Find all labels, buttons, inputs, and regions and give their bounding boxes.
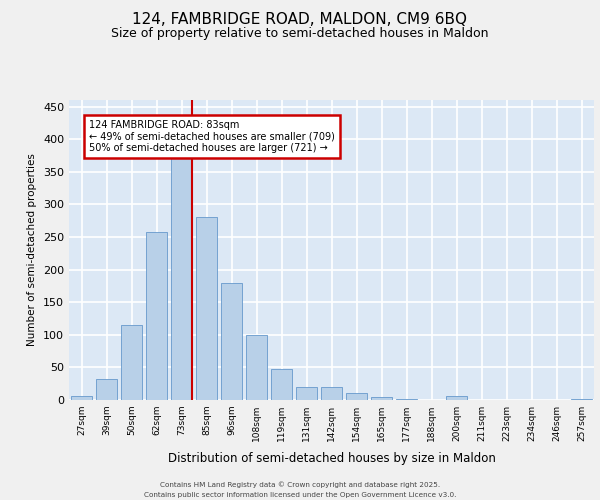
Bar xyxy=(221,282,242,400)
Bar xyxy=(71,396,92,400)
Bar xyxy=(396,398,417,400)
Text: 124, FAMBRIDGE ROAD, MALDON, CM9 6BQ: 124, FAMBRIDGE ROAD, MALDON, CM9 6BQ xyxy=(133,12,467,28)
Bar xyxy=(321,387,342,400)
Bar xyxy=(571,398,592,400)
Bar xyxy=(271,370,292,400)
Bar xyxy=(296,387,317,400)
X-axis label: Distribution of semi-detached houses by size in Maldon: Distribution of semi-detached houses by … xyxy=(167,452,496,466)
Bar xyxy=(96,379,117,400)
Bar xyxy=(196,218,217,400)
Bar xyxy=(371,396,392,400)
Bar xyxy=(171,156,192,400)
Bar xyxy=(246,335,267,400)
Bar xyxy=(346,394,367,400)
Text: 124 FAMBRIDGE ROAD: 83sqm
← 49% of semi-detached houses are smaller (709)
50% of: 124 FAMBRIDGE ROAD: 83sqm ← 49% of semi-… xyxy=(89,120,335,153)
Bar xyxy=(121,325,142,400)
Y-axis label: Number of semi-detached properties: Number of semi-detached properties xyxy=(28,154,37,346)
Text: Size of property relative to semi-detached houses in Maldon: Size of property relative to semi-detach… xyxy=(111,28,489,40)
Bar xyxy=(446,396,467,400)
Text: Contains HM Land Registry data © Crown copyright and database right 2025.
Contai: Contains HM Land Registry data © Crown c… xyxy=(144,482,456,498)
Bar xyxy=(146,232,167,400)
